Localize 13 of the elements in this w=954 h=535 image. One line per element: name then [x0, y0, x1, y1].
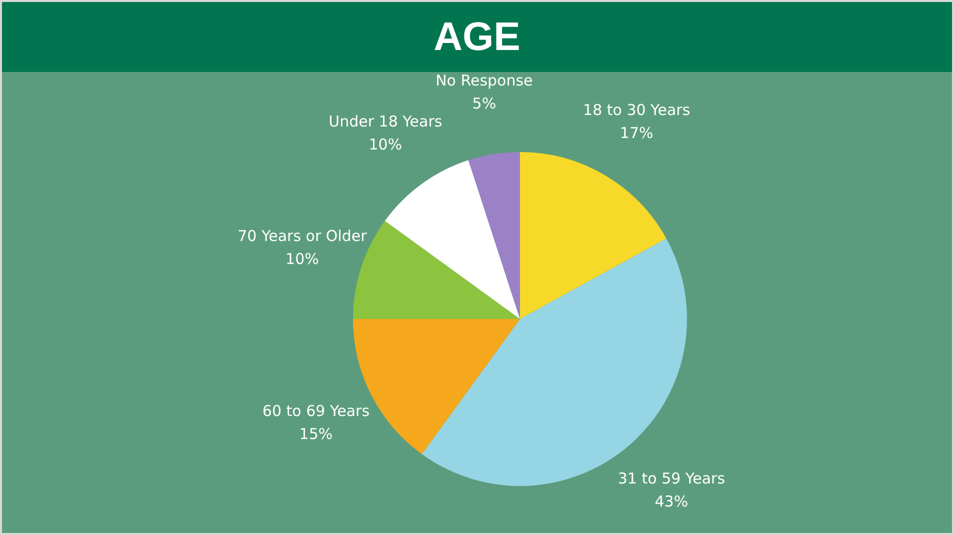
slice-label: 31 to 59 Years	[618, 470, 726, 488]
chart-title: AGE	[2, 2, 952, 72]
slice-label: 70 Years or Older	[238, 227, 368, 246]
slice-label: Under 18 Years	[328, 112, 442, 131]
slice-label: 18 to 30 Years	[583, 100, 690, 119]
data-label: 15%	[299, 424, 333, 443]
slice-label: 60 to 69 Years	[262, 402, 370, 420]
data-label: 10%	[368, 136, 402, 154]
slice-label: No Response	[436, 72, 533, 90]
data-label: 10%	[286, 250, 319, 268]
data-label: 17%	[620, 124, 654, 142]
data-label: 43%	[654, 492, 688, 511]
data-label: 5%	[472, 94, 496, 113]
